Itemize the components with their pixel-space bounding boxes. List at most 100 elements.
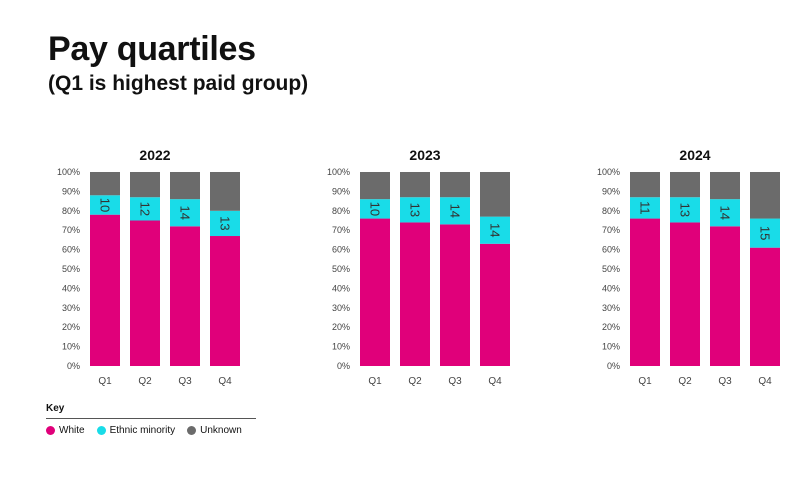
y-tick-label: 90%: [62, 186, 80, 196]
bar-segment-white: [480, 243, 510, 366]
page-subtitle: (Q1 is highest paid group): [48, 72, 309, 95]
bar-segment-ethnic-minority: [360, 199, 390, 219]
bar-segment-white: [90, 214, 120, 366]
y-tick-label: 0%: [337, 361, 350, 371]
data-label: 14: [718, 206, 733, 220]
page-title: Pay quartiles: [48, 30, 256, 68]
data-label: 14: [448, 204, 463, 218]
bar-segment-unknown: [210, 172, 240, 211]
y-tick-label: 90%: [332, 186, 350, 196]
legend-item-unknown: Unknown: [187, 425, 242, 436]
y-tick-label: 80%: [332, 206, 350, 216]
x-tick-label: Q4: [218, 376, 232, 387]
bar-segment-ethnic-minority: [710, 199, 740, 227]
x-tick-label: Q2: [138, 376, 152, 387]
data-label: 13: [678, 203, 693, 217]
chart-2024: 2024 0% 10% 20% 30% 40% 50% 60% 70% 80% 90% 100% 11 Q…: [597, 147, 780, 387]
y-tick-label: 30%: [62, 303, 80, 313]
bar-segment-unknown: [710, 172, 740, 200]
x-tick-label: Q2: [408, 376, 422, 387]
y-tick-label: 10%: [62, 342, 80, 352]
x-tick-label: Q1: [98, 376, 112, 387]
bar-segment-white: [440, 224, 470, 366]
bar-segment-ethnic-minority: [210, 210, 240, 237]
bar-segment-ethnic-minority: [90, 195, 120, 215]
y-tick-label: 70%: [332, 225, 350, 235]
bar-segment-ethnic-minority: [440, 197, 470, 225]
bar-segment-white: [130, 220, 160, 366]
x-tick-label: Q2: [678, 376, 692, 387]
y-tick-label: 0%: [67, 361, 80, 371]
y-tick-label: 10%: [602, 342, 620, 352]
bar-segment-unknown: [480, 172, 510, 217]
y-tick-label: 40%: [332, 283, 350, 293]
bar-segment-unknown: [440, 172, 470, 198]
y-tick-label: 40%: [62, 283, 80, 293]
data-label: 11: [638, 201, 653, 215]
y-tick-label: 70%: [602, 225, 620, 235]
x-tick-label: Q3: [718, 376, 732, 387]
legend-item-white: White: [46, 425, 85, 436]
y-tick-label: 50%: [602, 264, 620, 274]
y-tick-label: 70%: [62, 225, 80, 235]
legend-label-white: White: [59, 425, 85, 436]
data-label: 13: [218, 216, 233, 230]
bar-segment-unknown: [130, 172, 160, 198]
bar-segment-white: [630, 218, 660, 366]
data-label: 14: [178, 206, 193, 220]
bar-segment-white: [670, 222, 700, 366]
y-tick-label: 60%: [332, 245, 350, 255]
data-label: 12: [138, 202, 153, 216]
y-tick-label: 30%: [602, 303, 620, 313]
y-tick-label: 40%: [602, 283, 620, 293]
legend-item-ethnic-minority: Ethnic minority: [96, 425, 176, 436]
legend-label-unknown: Unknown: [200, 425, 242, 436]
bar-segment-white: [170, 226, 200, 366]
chart-title: 2024: [679, 147, 710, 163]
data-label: 14: [488, 223, 503, 237]
y-tick-label: 0%: [607, 361, 620, 371]
x-tick-label: Q3: [178, 376, 192, 387]
y-tick-label: 60%: [62, 245, 80, 255]
chart-2023: 2023 0% 10% 20% 30% 40% 50% 60% 70% 80% 90% 100% 10 Q…: [327, 147, 510, 387]
chart-title: 2023: [409, 147, 440, 163]
y-tick-label: 20%: [62, 322, 80, 332]
legend-label-ethnic-minority: Ethnic minority: [109, 425, 176, 436]
bar-segment-unknown: [360, 172, 390, 200]
bar-segment-ethnic-minority: [670, 197, 700, 223]
y-tick-label: 10%: [332, 342, 350, 352]
y-tick-label: 100%: [57, 167, 80, 177]
bar-segment-white: [210, 236, 240, 366]
x-tick-label: Q4: [758, 376, 772, 387]
x-tick-label: Q1: [638, 376, 652, 387]
bar-segment-unknown: [630, 172, 660, 198]
bar-segment-white: [750, 247, 780, 366]
x-tick-label: Q4: [488, 376, 502, 387]
ethnic-minority-swatch: [96, 426, 106, 435]
data-label: 13: [408, 203, 423, 217]
y-tick-label: 90%: [602, 186, 620, 196]
y-tick-label: 50%: [332, 264, 350, 274]
bar-segment-white: [710, 226, 740, 366]
legend: Key White Ethnic minority Unknown: [46, 403, 256, 436]
y-tick-label: 30%: [332, 303, 350, 313]
bar-segment-ethnic-minority: [480, 216, 510, 244]
data-label: 15: [758, 226, 773, 240]
bar-segment-ethnic-minority: [130, 197, 160, 221]
bar-segment-white: [360, 218, 390, 366]
bar-segment-ethnic-minority: [630, 197, 660, 219]
x-tick-label: Q1: [368, 376, 382, 387]
y-tick-label: 100%: [327, 167, 350, 177]
legend-title: Key: [46, 403, 256, 419]
chart-title: 2022: [139, 147, 170, 163]
bar-segment-unknown: [90, 172, 120, 196]
y-tick-label: 20%: [602, 322, 620, 332]
y-tick-label: 100%: [597, 167, 620, 177]
bar-segment-unknown: [400, 172, 430, 198]
white-swatch: [46, 426, 55, 435]
bar-segment-white: [400, 222, 430, 366]
y-tick-label: 60%: [602, 245, 620, 255]
bar-segment-unknown: [750, 172, 780, 219]
bar-segment-ethnic-minority: [170, 199, 200, 227]
y-tick-label: 20%: [332, 322, 350, 332]
